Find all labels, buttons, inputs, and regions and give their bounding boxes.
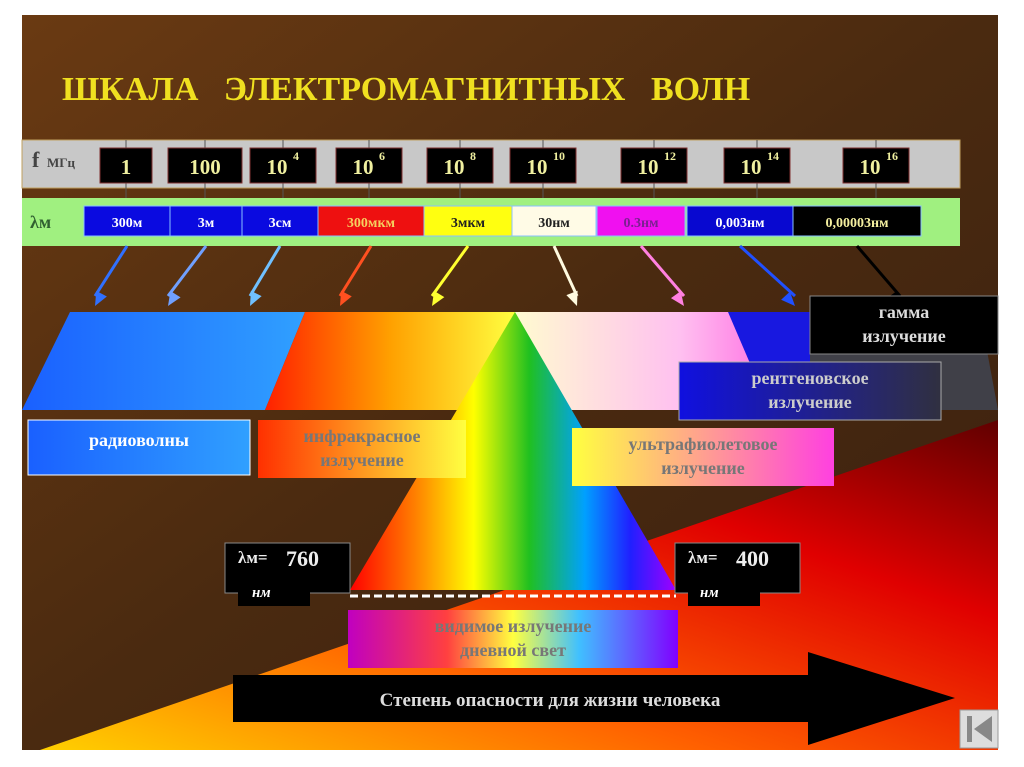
frequency-exponent: 16 (886, 149, 898, 163)
wavelength-value: 0,003нм (715, 216, 765, 231)
pointer-arrow (248, 245, 282, 297)
xray-label-box (678, 361, 942, 421)
gamma-label-1: гамма (879, 302, 930, 322)
frequency-box (99, 147, 153, 184)
frequency-exponent: 8 (470, 149, 476, 163)
frequency-unit: МГц (47, 155, 76, 170)
wavelength-cell (83, 205, 171, 237)
pointer-arrowhead (168, 290, 181, 306)
limit-760-label: λм= (238, 548, 268, 567)
limit-400-value: 400 (736, 546, 769, 571)
wavelength-value: 3м (198, 216, 215, 231)
limit-400-unit-box (688, 580, 760, 606)
wavelength-cell (686, 205, 794, 237)
wavelength-values: 300м 3м 3см 300мкм 3мкм 30нм 0.3нм 0,003нм 0,000… (83, 205, 922, 237)
danger-arrow (233, 652, 955, 745)
frequency-value: 10 (638, 155, 659, 179)
wavelength-value: 300м (112, 216, 143, 231)
pointer-arrowhead (95, 290, 107, 306)
ultraviolet-label-box (572, 428, 834, 486)
pointer-arrow (855, 245, 902, 297)
wavelength-value: 0.3нм (623, 216, 659, 231)
radio-label: радиоволны (89, 430, 189, 450)
limit-760-value: 760 (286, 546, 319, 571)
frequency-box (426, 147, 494, 184)
pointer-arrow (639, 245, 686, 297)
visible-label-box (348, 610, 678, 668)
frequency-box (723, 147, 791, 184)
infrared-label-2: излучение (320, 450, 404, 470)
frequency-value: 10 (353, 155, 374, 179)
visible-label-2: дневной свет (460, 640, 566, 660)
pointer-arrow (430, 245, 470, 297)
frequency-exponent: 6 (379, 149, 385, 163)
frequency-value: 10 (444, 155, 465, 179)
pointer-arrow (166, 245, 208, 297)
pointer-arrowhead (781, 291, 795, 306)
frequency-box (249, 147, 317, 184)
frequency-value: 100 (189, 155, 221, 179)
frequency-exponent: 14 (767, 149, 779, 163)
ultraviolet-label-1: ультрафиолетовое (629, 434, 778, 454)
gamma-label-box (809, 295, 999, 355)
first-slide-button[interactable] (959, 709, 999, 749)
wavelength-value: 3мкм (451, 216, 486, 231)
frequency-exponent: 12 (664, 149, 676, 163)
radio-label-box (27, 419, 251, 476)
pointer-arrow (738, 244, 797, 298)
first-slide-icon (967, 716, 992, 742)
wavelength-value: 30нм (538, 216, 570, 231)
radio-band (22, 312, 305, 410)
wavelength-cell (792, 205, 922, 237)
frequency-value: 10 (527, 155, 548, 179)
pointer-arrowhead (566, 290, 578, 306)
slide-title: ШКАЛА ЭЛЕКТРОМАГНИТНЫХ ВОЛН (62, 71, 750, 108)
frequency-box (167, 147, 243, 184)
visible-spectrum-pyramid (350, 312, 676, 590)
wavelength-label: λм (30, 212, 51, 232)
frequency-value: 10 (267, 155, 288, 179)
pointer-arrow (552, 245, 579, 297)
frequency-value: 10 (741, 155, 762, 179)
limit-760-unit-box (238, 580, 310, 606)
xray-label-1: рентгеновское (751, 368, 868, 388)
wavelength-cell (511, 205, 597, 237)
infrared-label-1: инфракрасное (304, 426, 421, 446)
ultraviolet-label-2: излучение (661, 458, 745, 478)
pointer-arrowhead (670, 291, 684, 306)
wavelength-cell (596, 205, 686, 237)
wavelength-cell (317, 205, 425, 237)
infrared-label-box (258, 420, 466, 478)
frequency-value: 1 (121, 155, 132, 179)
frequency-box (509, 147, 577, 184)
danger-arrow-label: Степень опасности для жизни человека (380, 690, 721, 711)
pointer-arrowhead (250, 290, 262, 306)
pointer-arrowhead (432, 290, 445, 306)
wavelength-cell (241, 205, 319, 237)
frequency-box (335, 147, 403, 184)
limit-400-label: λм= (688, 548, 718, 567)
frequency-value: 10 (860, 155, 881, 179)
frequency-label: f (32, 147, 40, 172)
infrared-band (265, 312, 515, 410)
pointer-arrow (338, 245, 373, 297)
frequency-box (842, 147, 910, 184)
frequency-box (620, 147, 688, 184)
pointer-arrowhead (340, 290, 352, 306)
gamma-label-2: излучение (862, 326, 946, 346)
wavelength-cell (169, 205, 243, 237)
frequency-values: 1 100 10 4 10 6 10 8 10 10 10 12 10 14 10 16 (99, 140, 910, 206)
pointer-arrow (93, 245, 129, 297)
limit-760-unit: нм (252, 585, 271, 601)
frequency-exponent: 4 (293, 149, 299, 163)
wavelength-value: 300мкм (347, 216, 396, 231)
wavelength-value: 3см (269, 216, 292, 231)
limit-400-unit: нм (700, 585, 719, 601)
xray-label-2: излучение (768, 392, 852, 412)
frequency-exponent: 10 (553, 149, 565, 163)
visible-label-1: видимое излучение (435, 616, 592, 636)
wavelength-value: 0,00003нм (825, 216, 889, 231)
